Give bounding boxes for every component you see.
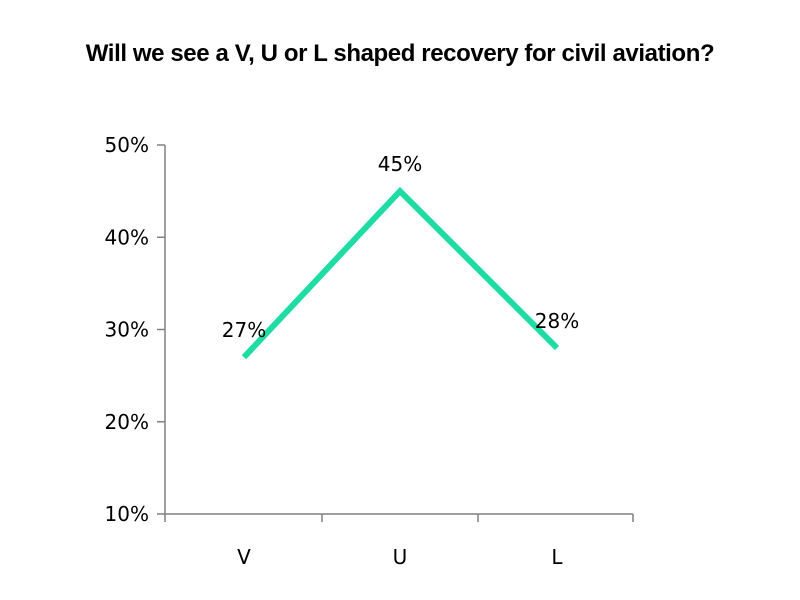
chart-title: Will we see a V, U or L shaped recovery … [85, 40, 715, 67]
data-labels: 27% 45% 28% [222, 152, 579, 342]
y-tick-label: 20% [105, 410, 149, 434]
data-label: 45% [378, 152, 422, 176]
y-tick-label: 40% [105, 225, 149, 249]
x-tick-label: U [393, 545, 408, 569]
x-tick-label: V [237, 545, 251, 569]
y-tick-label: 30% [105, 318, 149, 342]
y-tick-label: 10% [105, 502, 149, 526]
series-group [241, 186, 560, 360]
data-label: 27% [222, 318, 266, 342]
y-axis: 10% 20% 30% 40% 50% [105, 133, 166, 526]
x-tick-label: L [551, 545, 563, 569]
data-label: 28% [535, 309, 579, 333]
y-tick-label: 50% [105, 133, 149, 157]
series-line [241, 186, 560, 360]
